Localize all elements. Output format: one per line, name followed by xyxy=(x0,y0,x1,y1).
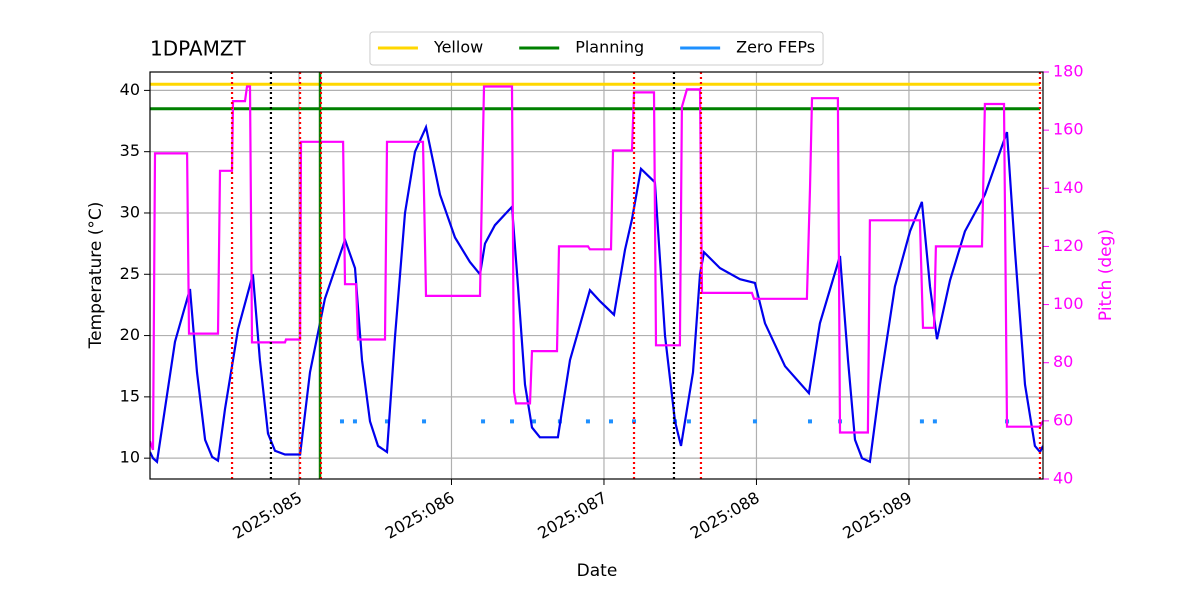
y-axis-label: Temperature (°C) xyxy=(86,202,106,350)
x-tick-label: 2025:087 xyxy=(534,488,610,543)
y-tick-label: 35 xyxy=(120,141,140,160)
legend-box xyxy=(369,31,824,66)
temperature-line xyxy=(150,123,1043,464)
legend-label: Yellow xyxy=(433,38,483,57)
y2-axis-label: Pitch (deg) xyxy=(1096,229,1116,321)
y-tick-label: 15 xyxy=(120,386,140,405)
zero-fep-marker xyxy=(510,419,515,424)
zero-fep-marker xyxy=(686,419,691,424)
plot-frame xyxy=(149,71,1044,480)
zero-fep-marker xyxy=(919,419,924,424)
y-tick-label: 30 xyxy=(120,202,140,221)
y-tick-label: 40 xyxy=(120,80,140,99)
x-tick-label: 2025:089 xyxy=(839,488,915,543)
zero-fep-marker xyxy=(608,419,613,424)
legend-label: Planning xyxy=(575,38,644,57)
zero-fep-marker xyxy=(632,419,637,424)
zero-fep-marker xyxy=(531,419,536,424)
y2-tick-label: 180 xyxy=(1053,62,1084,81)
legend-label: Zero FEPs xyxy=(736,38,815,57)
zero-fep-marker xyxy=(481,419,486,424)
pitch-line xyxy=(150,85,1043,451)
y-tick-label: 10 xyxy=(120,448,140,467)
y2-tick-label: 80 xyxy=(1053,352,1073,371)
zero-fep-marker xyxy=(422,419,427,424)
zero-fep-marker xyxy=(932,419,937,424)
chart-title: 1DPAMZT xyxy=(150,37,247,61)
zero-fep-marker xyxy=(352,419,357,424)
zero-fep-marker xyxy=(339,419,344,424)
y2-tick-label: 100 xyxy=(1053,294,1084,313)
y-tick-label: 25 xyxy=(120,264,140,283)
zero-fep-marker xyxy=(752,419,757,424)
x-tick-label: 2025:085 xyxy=(229,488,305,543)
y2-tick-label: 120 xyxy=(1053,236,1084,255)
y-tick-label: 20 xyxy=(120,325,140,344)
zero-fep-marker xyxy=(384,419,389,424)
x-tick-label: 2025:086 xyxy=(382,488,458,543)
zero-fep-marker xyxy=(585,419,590,424)
y2-tick-label: 160 xyxy=(1053,120,1084,139)
zero-fep-marker xyxy=(807,419,812,424)
plot xyxy=(150,72,1043,479)
y2-tick-label: 40 xyxy=(1053,469,1073,488)
y2-tick-label: 60 xyxy=(1053,410,1073,429)
x-axis-label: Date xyxy=(577,561,618,581)
x-tick-label: 2025:088 xyxy=(687,488,763,543)
legend: Yellow Planning Zero FEPs xyxy=(369,31,824,66)
y2-tick-label: 140 xyxy=(1053,178,1084,197)
